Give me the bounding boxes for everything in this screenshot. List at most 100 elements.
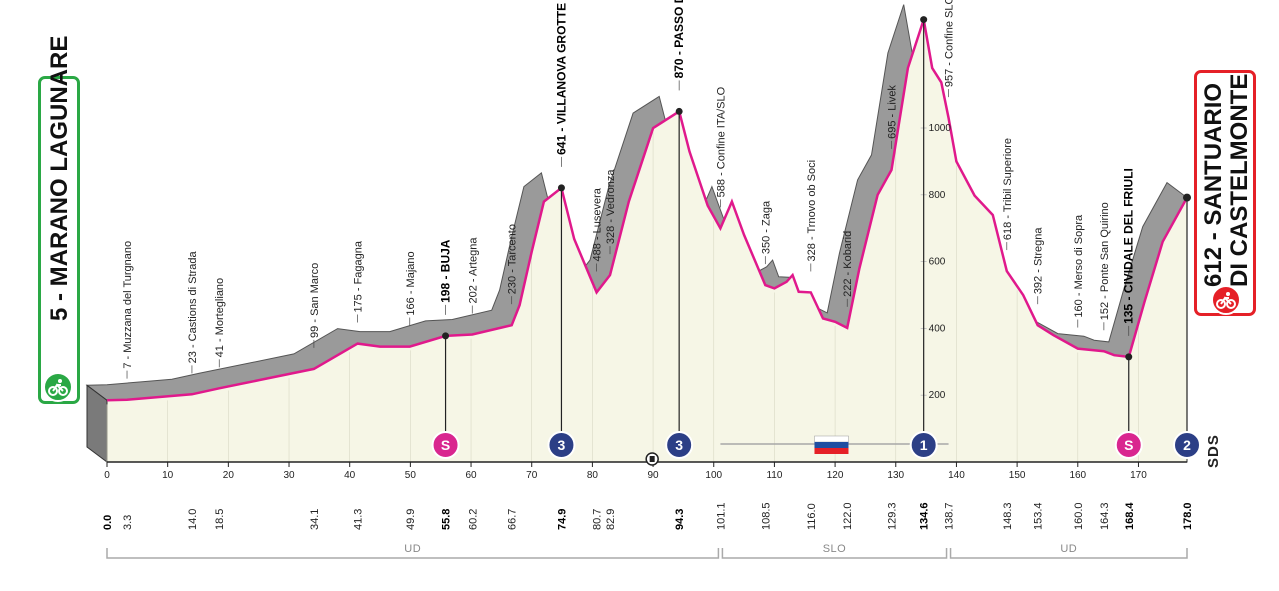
- marker-label: 3: [675, 437, 683, 453]
- climb-point: [675, 107, 683, 115]
- km-distance-label: 129.3: [887, 502, 899, 530]
- route-line: [106, 19, 1189, 402]
- climb-point: [920, 16, 928, 24]
- km-distance-label: 60.2: [467, 509, 479, 530]
- feed-zone-icon-inner: [649, 456, 655, 462]
- x-tick-label: 100: [705, 470, 722, 481]
- km-distance-label: 18.5: [214, 509, 226, 530]
- x-tick-label: 130: [887, 470, 904, 481]
- waypoint-label: 222 - Kobarid: [842, 231, 854, 297]
- waypoint-label: 23 - Castions di Strada: [187, 251, 199, 364]
- km-distance-label: 153.4: [1033, 502, 1045, 530]
- region-label: SLO: [823, 543, 847, 555]
- waypoint-label: 695 - Livek: [887, 85, 899, 139]
- x-tick-label: 60: [465, 470, 477, 481]
- slovenia-flag-red: [814, 448, 849, 454]
- start-location-box: 5 - MARANO LAGUNARE: [38, 36, 80, 404]
- km-distance-label: 82.9: [605, 509, 617, 530]
- climb-category-icon: [909, 431, 938, 459]
- x-tick-label: 0: [104, 470, 110, 481]
- altitude-tick-label: 600: [929, 257, 946, 268]
- intermediate-sprint-icon: [431, 431, 460, 459]
- marker-label: 2: [1183, 437, 1191, 453]
- region-bracket: [721, 548, 948, 559]
- km-distance-label: 138.7: [944, 502, 956, 530]
- km-distance-label: 160.0: [1073, 502, 1085, 530]
- finish-location-label-line1: 612 - SANTUARIO: [1200, 82, 1227, 287]
- waypoint-label: 870 - PASSO DI TANAMEA: [672, 0, 686, 78]
- waypoint-label: 7 - Muzzana del Turgnano: [122, 241, 134, 369]
- km-distance-label: 94.3: [674, 509, 686, 530]
- x-tick-label: 40: [344, 470, 356, 481]
- waypoint-label: 166 - Majano: [405, 251, 417, 315]
- climb-category-icon: [547, 431, 576, 459]
- profile-area: [106, 19, 1188, 463]
- climb-category-icon: [1173, 431, 1201, 459]
- km-distance-label: 168.4: [1124, 502, 1136, 530]
- x-tick-label: 120: [827, 470, 844, 481]
- waypoint-label: 41 - Mortegliano: [214, 278, 226, 358]
- marker-label: S: [1124, 437, 1133, 453]
- region-bracket: [106, 548, 720, 559]
- x-tick-label: 150: [1009, 470, 1026, 481]
- altitude-tick-label: 800: [929, 190, 946, 201]
- waypoint-label: 230 - Tarcento: [507, 224, 519, 294]
- waypoint-label: 175 - Fagagna: [353, 240, 365, 312]
- climb-category-icon: [665, 431, 694, 459]
- km-distance-label: 80.7: [592, 509, 604, 530]
- waypoint-label: 160 - Merso di Sopra: [1073, 214, 1085, 318]
- x-tick-label: 90: [648, 470, 660, 481]
- waypoint-label: 135 - CIVIDALE DEL FRIULI: [1122, 168, 1136, 324]
- marker-label: S: [441, 437, 450, 453]
- sprint-point: [442, 332, 450, 340]
- km-distance-label: 55.8: [441, 509, 453, 530]
- km-distance-label: 134.6: [919, 502, 931, 530]
- km-distance-label: 14.0: [187, 509, 199, 530]
- km-distance-label: 178.0: [1182, 502, 1194, 530]
- slovenia-flag-white: [814, 435, 849, 443]
- waypoint-label: 641 - VILLANOVA GROTTE: [554, 3, 568, 155]
- km-distance-label: 74.9: [556, 509, 568, 530]
- km-distance-label: 66.7: [507, 509, 519, 530]
- waypoint-label: 152 - Ponte San Quirino: [1099, 202, 1111, 320]
- km-distance-label: 116.0: [806, 503, 818, 530]
- waypoint-label: 328 - Trnovo ob Soci: [806, 160, 818, 262]
- finish-cyclist-icon: [1211, 285, 1241, 315]
- finish-location-label-line2: DI CASTELMONTE: [1226, 73, 1253, 287]
- marker-label: 1: [920, 437, 928, 453]
- km-distance-label: 108.5: [760, 502, 772, 530]
- waypoint-label: 588 - Confine ITA/SLO: [715, 86, 727, 197]
- sprint-point: [1125, 353, 1133, 361]
- km-distance-label: 41.3: [353, 509, 365, 530]
- km-distance-label: 122.0: [842, 502, 854, 530]
- start-location-label: 5 - MARANO LAGUNARE: [46, 35, 73, 321]
- altitude-tick-label: 200: [929, 390, 946, 401]
- km-distance-label: 3.3: [122, 515, 134, 530]
- waypoint-label: 202 - Artegna: [467, 237, 479, 304]
- marker-label: 3: [558, 437, 566, 453]
- waypoint-label: 328 - Vedronza: [605, 169, 617, 244]
- km-distance-label: 164.3: [1099, 502, 1111, 530]
- x-tick-label: 70: [526, 470, 538, 481]
- organizer-logo: SDS: [1205, 434, 1222, 468]
- region-label: UD: [404, 543, 421, 555]
- km-distance-label: 101.1: [715, 502, 727, 530]
- x-tick-label: 160: [1069, 470, 1086, 481]
- x-tick-label: 10: [162, 470, 174, 481]
- altitude-tick-label: 400: [929, 323, 946, 334]
- waypoint-label: 99 - San Marco: [309, 263, 321, 338]
- waypoint-label: 392 - Stregna: [1033, 227, 1045, 295]
- x-tick-label: 170: [1130, 470, 1147, 481]
- waypoint-label: 350 - Zaga: [760, 200, 772, 254]
- region-bracket: [949, 548, 1188, 559]
- x-tick-label: 140: [948, 470, 965, 481]
- slovenia-flag-blue: [814, 442, 849, 448]
- waypoint-label: 198 - BUJA: [439, 239, 453, 303]
- waypoint-label: 618 - Tribil Superiore: [1002, 138, 1014, 240]
- finish-point: [1183, 193, 1191, 202]
- x-tick-label: 80: [587, 470, 599, 481]
- x-tick-label: 20: [223, 470, 235, 481]
- x-tick-label: 30: [283, 470, 295, 481]
